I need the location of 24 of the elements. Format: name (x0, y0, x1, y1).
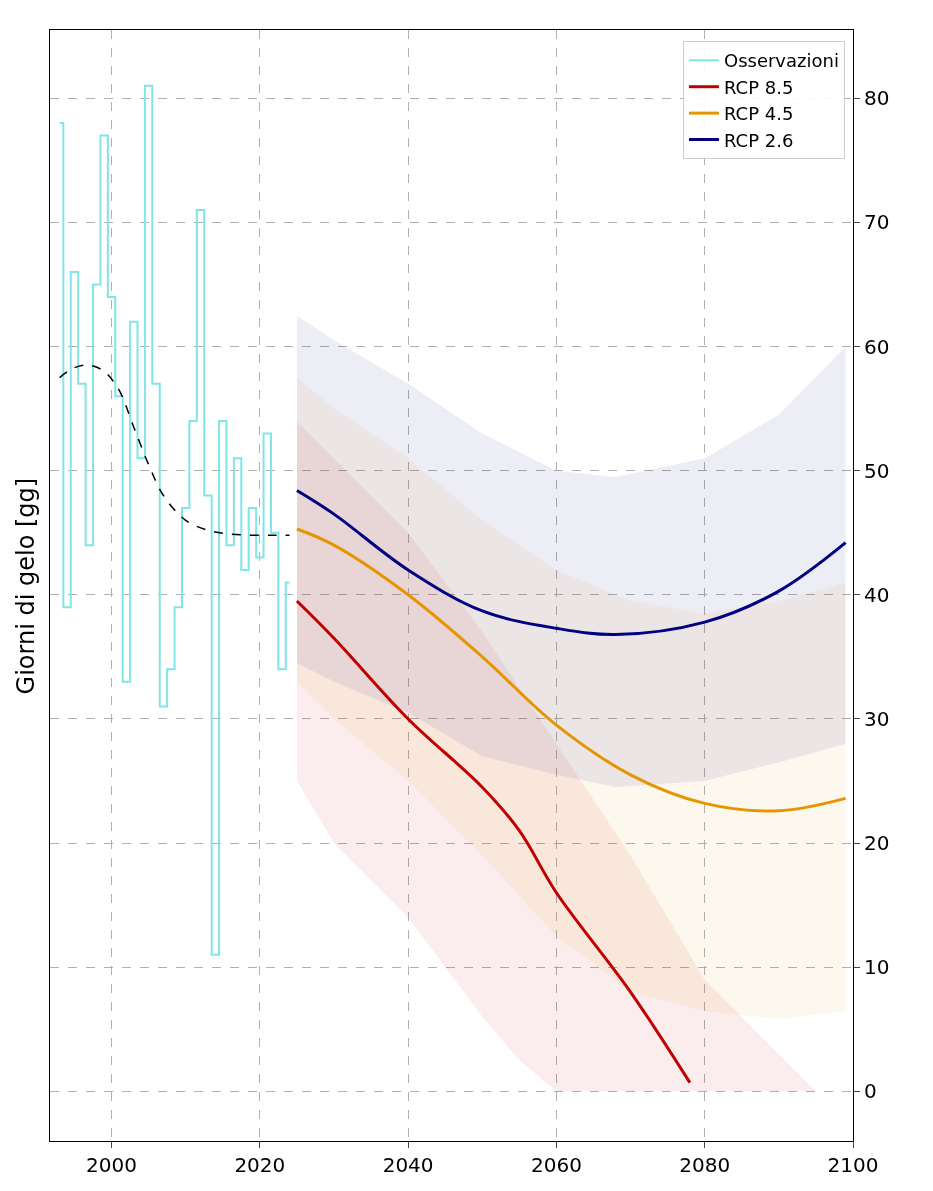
legend-label: RCP 2.6 (723, 129, 794, 151)
x-tick-label: 2000 (86, 1153, 137, 1177)
y-axis-title: Giorni di gelo [gg] (12, 477, 41, 695)
x-tick-label: 2100 (827, 1153, 879, 1177)
line-series (295, 527, 848, 813)
y-tick-label: 60 (864, 334, 890, 359)
y-tick-label: 70 (864, 210, 890, 235)
y-tick-label: 30 (864, 706, 890, 731)
legend-label: Osservazioni (723, 50, 839, 72)
y-tick-label: 80 (864, 86, 890, 111)
line-series (295, 599, 692, 1085)
legend-label: RCP 8.5 (723, 76, 794, 98)
line-series (295, 489, 848, 637)
y-tick-label: 50 (864, 458, 890, 483)
x-tick-label: 2020 (234, 1153, 286, 1177)
x-tick-label: 2060 (530, 1153, 582, 1177)
y-tick-label: 10 (864, 955, 890, 980)
line-series (58, 364, 291, 537)
y-tick-label: 20 (864, 831, 890, 856)
x-tick-label: 2080 (679, 1153, 731, 1177)
y-tick-label: 0 (864, 1079, 877, 1104)
legend-label: RCP 4.5 (723, 103, 794, 125)
y-tick-label: 40 (864, 582, 890, 607)
x-tick-label: 2040 (382, 1153, 434, 1177)
